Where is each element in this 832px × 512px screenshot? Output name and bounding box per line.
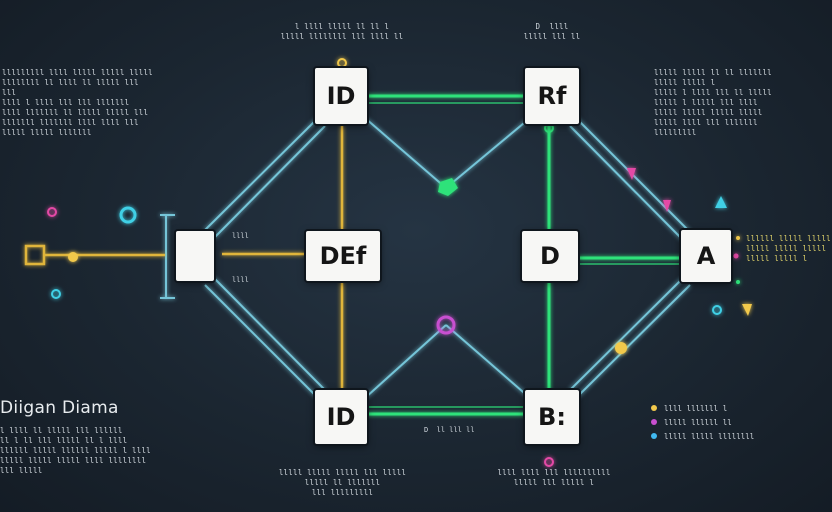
- wire-top-inner-right: [445, 117, 531, 189]
- cyan-node-icon: [119, 206, 137, 224]
- note-top-right: D llll lllll lll ll: [523, 22, 581, 41]
- side-label-center-bottom: llll: [232, 276, 249, 284]
- wire-top-inner-left: [364, 117, 447, 189]
- a-port-icon: [712, 305, 722, 315]
- yellow-junction-icon: [615, 342, 627, 354]
- legend-dot-icon: [651, 433, 657, 439]
- diagram-title: Diigan Diama: [0, 398, 119, 418]
- teal-marker-icon: [51, 289, 61, 299]
- wire-right-lower: [575, 284, 691, 399]
- pink-marker-icon: [47, 207, 57, 217]
- note-right-upper: lllll lllll ll ll lllllll lllll lllll l …: [654, 68, 772, 137]
- edge-label-bottom-mid: D ll lll ll: [424, 426, 475, 434]
- legend-label: llll lllllll l: [664, 403, 728, 413]
- yellow-tab-icon: [742, 304, 752, 316]
- note-left-upper: lllllllll llll lllll lllll lllll lllllll…: [2, 68, 153, 137]
- legend-label: lllll llllll ll: [664, 417, 732, 427]
- legend-dot-icon: [651, 405, 657, 411]
- right-label-dot-1: [736, 236, 740, 240]
- right-tab-icon: [663, 200, 671, 212]
- node-top-right[interactable]: Rf: [525, 68, 579, 124]
- pink-tab-icon: [627, 168, 636, 180]
- note-top-center: l llll lllll ll ll l lllll llllllll lll …: [280, 22, 404, 41]
- right-port-icon: [544, 123, 554, 133]
- purple-junction-icon: [436, 315, 456, 335]
- green-junction-icon: [438, 178, 458, 196]
- node-bottom-left[interactable]: ID: [315, 390, 367, 444]
- right-label-dot-3: [736, 280, 740, 284]
- node-right[interactable]: A: [681, 230, 731, 282]
- wire-left-upper: [204, 117, 319, 231]
- legend-item: llll lllllll l: [651, 403, 754, 413]
- right-label-dot-2: [733, 253, 739, 259]
- side-label-center-top: llll: [232, 232, 249, 240]
- bottom-port-icon: [544, 457, 554, 467]
- note-bottom-left: lllll lllll lllll lll lllll lllll ll lll…: [278, 468, 407, 497]
- yellow-input-icon: [68, 252, 78, 262]
- top-node-port-icon: [337, 58, 347, 68]
- wire-right-lower-inner: [569, 277, 684, 391]
- wire-left-lower: [204, 284, 319, 399]
- input-square-icon: [24, 244, 46, 266]
- legend-dot-icon: [651, 419, 657, 425]
- wire-left-upper-inner: [213, 125, 326, 239]
- wire-bottom-inner-left: [364, 324, 447, 399]
- node-center[interactable]: DEf: [306, 231, 380, 281]
- note-bottom-right: llll llll lll llllllllll lllll lll lllll…: [497, 468, 611, 487]
- legend: llll lllllll l lllll llllll ll lllll lll…: [651, 403, 754, 445]
- wire-bottom-inner-right: [445, 324, 531, 399]
- node-top-left[interactable]: ID: [315, 68, 367, 124]
- node-bottom-right[interactable]: B:: [525, 390, 579, 444]
- note-right-side: llllll lllll lllll lllll lllll lllll lll…: [746, 234, 831, 263]
- legend-item: lllll llllll ll: [651, 417, 754, 427]
- wire-left-lower-inner: [213, 277, 326, 391]
- node-mid-right[interactable]: D: [522, 231, 578, 281]
- note-left-lower: l llll ll lllll lll llllll ll l ll lll l…: [0, 426, 151, 475]
- legend-label: lllll lllll llllllll: [664, 431, 755, 441]
- legend-item: lllll lllll llllllll: [651, 431, 754, 441]
- node-left-input[interactable]: [176, 231, 214, 281]
- arrow-up-icon: [715, 196, 727, 208]
- wire-right-upper-inner: [569, 125, 684, 241]
